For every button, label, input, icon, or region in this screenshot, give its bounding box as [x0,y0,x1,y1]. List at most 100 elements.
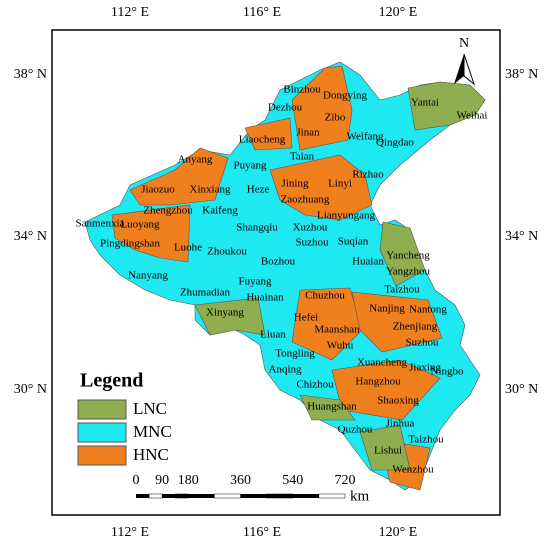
regions [84,61,486,491]
city-label: Binzhou [283,84,321,96]
city-label: Xuancheng [357,357,408,369]
legend-swatch [77,422,127,443]
city-label: Suzhou [296,237,330,249]
north-label: N [459,36,469,51]
city-label: Heze [247,184,270,196]
city-label: Jiaozuo [141,184,175,196]
scale-label: 720 [335,473,356,488]
scale-label: 180 [178,473,199,488]
city-label: Huangshan [307,401,357,413]
city-label: Yancheng [386,250,430,262]
city-label: Zhoukou [207,246,247,258]
region-lnc [194,297,266,336]
city-label: Huainan [246,292,284,304]
lat-label: 34° N [14,229,47,244]
city-label: Dongying [323,90,368,102]
lat-label: 34° N [505,229,538,244]
city-label: Lishui [374,445,402,457]
region-hnc [351,291,443,353]
region-hnc [244,117,293,151]
city-label: Yangzhou [386,266,431,278]
city-label: Wuhu [327,340,354,352]
region-hnc [129,147,229,206]
city-label: Fuyang [239,276,273,288]
city-label: Liuan [260,329,286,341]
city-label: Hefei [294,312,318,324]
city-label: Nanjing [369,303,405,315]
city-label: Zhumadian [180,287,231,299]
city-label: Chuzhou [305,290,345,302]
lat-label: 38° N [505,67,538,82]
legend-swatch [77,399,127,420]
scale-label: 540 [282,473,303,488]
lon-label: 112° E [111,525,149,540]
city-label: Quzhou [338,424,373,436]
legend-label: LNC [133,399,167,418]
north-arrow-right [463,53,476,86]
city-label: Tongling [275,348,315,360]
legend-swatch [77,445,127,466]
city-label: Suqian [338,236,369,248]
city-label: Luoyang [120,219,160,231]
city-label: Ningbo [431,366,465,378]
city-label: Liaocheng [239,134,286,146]
region-hnc [291,287,363,361]
lat-label: 30° N [14,382,47,397]
lat-label: 30° N [505,382,538,397]
city-label: Qingdao [376,137,414,149]
city-label: Lianyungang [317,210,376,222]
lon-label: 120° E [379,5,418,20]
legend-label: MNC [133,422,172,441]
city-label: Suzhou [406,337,440,349]
city-label: Maanshan [314,324,360,336]
city-label: Weifang [347,131,384,143]
city-label: Nanyang [128,270,168,282]
scale-unit: km [350,488,370,504]
lat-label: 38° N [14,67,47,82]
city-label: Weihai [457,110,488,122]
region-hnc [291,65,353,151]
city-label: Dezhou [268,102,303,114]
city-label: Taizhou [408,434,444,446]
city-label: Anyang [178,154,213,166]
region-lnc [299,394,356,421]
region-lnc [379,221,426,287]
region-hnc [269,154,373,221]
region-lnc [359,424,411,471]
city-label: Taian [290,151,315,163]
city-label: Jiaxing [409,362,441,374]
city-label: Taizhou [384,284,420,296]
north-arrow: N [454,36,476,86]
city-label: Wenzhou [392,464,434,476]
city-label: Shaoxing [377,395,419,407]
scale-segment [148,493,163,499]
city-label: Nantong [409,304,447,316]
city-label: Linyi [328,178,352,190]
city-label: Xinxiang [190,184,231,196]
city-label: Rizhao [352,169,384,181]
scale-label: 0 [133,473,140,488]
city-label: Zhenjiang [393,321,438,333]
city-label: Hangzhou [355,376,401,388]
scale-segment [318,493,346,499]
lon-label: 112° E [111,5,149,20]
scale-label: 90 [155,473,169,488]
city-label: Zhengzhou [143,205,193,217]
city-label: Xuzhou [293,222,328,234]
city-label: Kaifeng [202,205,238,217]
region-lnc [407,81,486,131]
legend-label: HNC [133,445,169,464]
city-label: Jinhua [386,418,415,430]
city-label: Puyang [234,160,268,172]
scale-segment [214,493,241,499]
city-label: Xinyang [206,307,244,319]
city-label: Pingdingshan [100,238,160,250]
lon-label: 116° E [243,525,281,540]
city-label: Luohe [174,242,202,254]
city-label: Sanmenxia [76,218,125,230]
scale-label: 360 [230,473,251,488]
lon-label: 120° E [379,525,418,540]
city-label: Zaozhuang [281,194,330,206]
city-label: Bozhou [261,256,296,268]
